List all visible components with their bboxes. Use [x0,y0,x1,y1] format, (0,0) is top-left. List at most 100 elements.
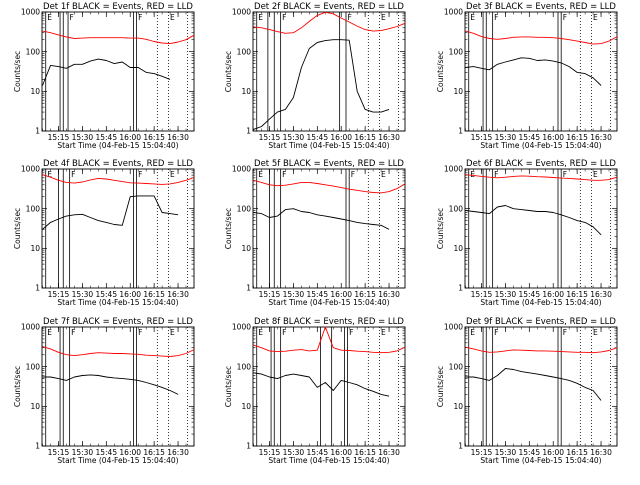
x-tick-label: 15:30 [283,290,305,299]
x-tick-label: 15:30 [495,133,517,142]
panel-8: Det 8f BLACK = Events, RED = LLD 1 10 100 10… [224,317,406,465]
x-axis-label: Start Time (04-Feb-15 15:04:40) [268,456,389,465]
x-tick-label: 15:45 [518,290,540,299]
event-marker-label: E [47,328,52,337]
x-tick-label: 16:00 [542,133,564,142]
event-marker-label: E [593,13,598,22]
x-tick-label: 16:30 [167,290,189,299]
y-tick-label: 1 [458,127,463,136]
x-tick-label: 15:30 [72,448,94,457]
panel-title: Det 1f BLACK = Events, RED = LLD [43,2,193,12]
event-marker-label: E [170,328,175,337]
series-lld-line [465,30,618,45]
event-marker-label: F [138,13,142,22]
event-marker-label: E [258,170,263,179]
y-tick-label: 1000 [444,8,463,17]
y-tick-label: 10 [241,87,251,96]
x-tick-label: 15:15 [48,133,70,142]
event-marker-label: F [282,328,286,337]
series-lld-line [253,179,406,194]
x-tick-label: 15:15 [471,133,493,142]
x-tick-label: 15:15 [259,133,281,142]
y-axis-label: Counts/sec [13,366,22,407]
x-tick-label: 16:30 [378,448,400,457]
series-lld-line [253,11,406,34]
x-tick-label: 16:30 [167,448,189,457]
event-marker-label: F [351,170,355,179]
x-tick-label: 15:45 [95,448,117,457]
event-marker-label: E [381,13,386,22]
x-tick-label: 15:45 [306,133,328,142]
x-tick-label: 15:45 [306,290,328,299]
x-axis-label: Start Time (04-Feb-15 15:04:40) [480,298,601,307]
panel-title: Det 5f BLACK = Events, RED = LLD [254,159,404,169]
x-axis-label: Start Time (04-Feb-15 15:04:40) [480,456,601,465]
event-marker-label: E [47,170,52,179]
x-tick-label: 15:15 [259,448,281,457]
y-tick-label: 1000 [444,165,463,174]
x-tick-label: 15:15 [259,290,281,299]
x-tick-label: 16:30 [167,133,189,142]
event-marker-label: F [563,170,567,179]
event-marker-label: F [138,170,142,179]
y-tick-label: 10 [453,244,463,253]
y-tick-label: 100 [237,204,252,213]
event-marker-label: E [258,13,263,22]
panel-1: Det 1f BLACK = Events, RED = LLD 1 10 100 10… [13,2,195,150]
x-tick-label: 16:15 [566,133,588,142]
event-marker-label: E [470,328,475,337]
x-tick-label: 16:15 [566,290,588,299]
y-axis-label: Counts/sec [224,366,233,407]
y-axis-label: Counts/sec [436,366,445,407]
event-marker-label: F [282,13,286,22]
event-marker-label: E [470,170,475,179]
y-tick-label: 10 [453,87,463,96]
y-tick-label: 100 [26,362,41,371]
y-tick-label: 1000 [21,323,40,332]
event-marker-label: F [349,328,353,337]
x-tick-label: 16:30 [378,290,400,299]
plot-frame [464,326,618,447]
y-tick-label: 100 [26,47,41,56]
plot-frame [252,168,406,289]
series-lld-line [42,30,195,45]
series-lld-line [42,346,195,357]
x-tick-label: 15:15 [48,290,70,299]
plot-frame [252,11,406,132]
y-tick-label: 1000 [232,165,251,174]
y-tick-label: 1000 [21,8,40,17]
y-tick-label: 1000 [444,323,463,332]
event-marker-label: F [563,328,567,337]
x-tick-label: 16:00 [119,290,141,299]
x-tick-label: 15:45 [95,133,117,142]
panel-3: Det 3f BLACK = Events, RED = LLD 1 10 100 10… [436,2,618,150]
event-marker-label: F [348,13,352,22]
series-events-line [42,58,171,86]
series-events-line [253,208,390,230]
panel-title: Det 6f BLACK = Events, RED = LLD [466,159,616,169]
x-tick-label: 16:00 [119,133,141,142]
x-tick-label: 15:45 [518,448,540,457]
x-axis-label: Start Time (04-Feb-15 15:04:40) [57,141,178,150]
y-axis-label: Counts/sec [13,208,22,249]
panel-title: Det 7f BLACK = Events, RED = LLD [43,317,193,327]
series-events-line [465,368,602,401]
event-marker-label: F [71,170,75,179]
y-tick-label: 10 [30,87,40,96]
x-axis-label: Start Time (04-Feb-15 15:04:40) [480,141,601,150]
x-tick-label: 15:30 [72,290,94,299]
panel-6: Det 6f BLACK = Events, RED = LLD 1 10 100 10… [436,159,618,307]
x-tick-label: 15:30 [495,290,517,299]
y-tick-label: 10 [453,402,463,411]
series-events-line [253,372,390,397]
series-events-line [465,57,602,86]
y-tick-label: 100 [449,204,464,213]
panel-7: Det 7f BLACK = Events, RED = LLD 1 10 100 10… [13,317,195,465]
event-marker-label: E [258,328,263,337]
event-marker-label: E [170,13,175,22]
x-tick-label: 15:45 [518,133,540,142]
x-tick-label: 15:15 [471,290,493,299]
x-tick-label: 16:00 [542,448,564,457]
event-marker-label: E [381,328,386,337]
x-tick-label: 15:45 [95,290,117,299]
